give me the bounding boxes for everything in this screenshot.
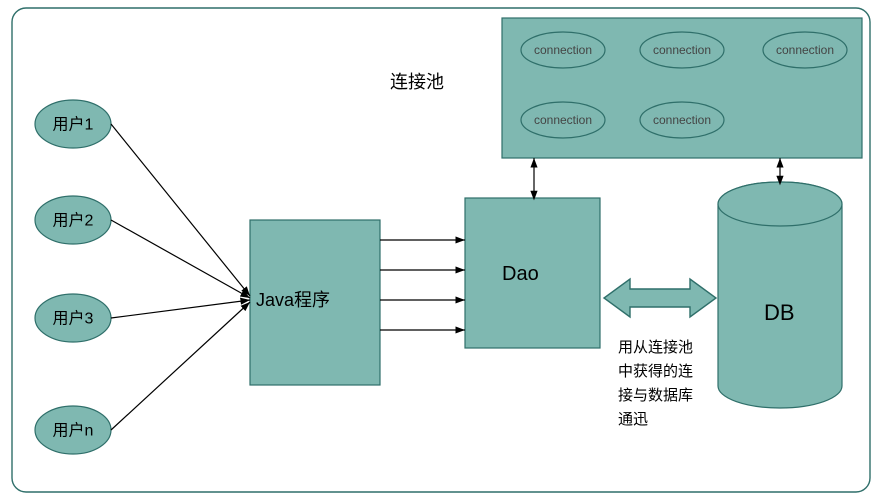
svg-text:Dao: Dao — [502, 263, 539, 285]
svg-text:connection: connection — [534, 113, 592, 127]
edge — [111, 302, 250, 430]
svg-text:用户1: 用户1 — [53, 116, 94, 134]
svg-text:用户n: 用户n — [53, 422, 94, 440]
edge — [111, 220, 250, 298]
svg-text:connection: connection — [653, 43, 711, 57]
diagram-canvas: 用户1 用户2 用户3 用户n Java程序 Dao DB connection connect… — [0, 0, 884, 500]
diagram-svg: 用户1 用户2 用户3 用户n Java程序 Dao DB connection connect… — [0, 0, 884, 500]
svg-text:用户2: 用户2 — [53, 212, 94, 230]
big-arrow-dao-db — [604, 279, 716, 317]
svg-text:Java程序: Java程序 — [256, 290, 330, 310]
svg-text:connection: connection — [776, 43, 834, 57]
svg-text:connection: connection — [653, 113, 711, 127]
svg-text:用户3: 用户3 — [53, 310, 94, 328]
svg-text:DB: DB — [764, 300, 795, 325]
svg-text:connection: connection — [534, 43, 592, 57]
edge — [111, 300, 250, 318]
edge — [111, 124, 250, 296]
